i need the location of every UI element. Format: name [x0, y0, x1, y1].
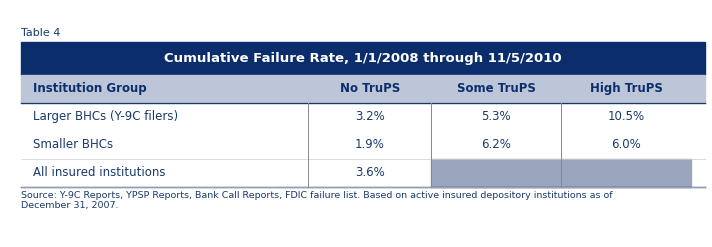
- Text: 5.3%: 5.3%: [481, 110, 511, 123]
- Text: Table 4: Table 4: [21, 28, 61, 38]
- Text: 3.6%: 3.6%: [355, 166, 384, 179]
- Text: No TruPS: No TruPS: [340, 82, 400, 95]
- Text: Institution Group: Institution Group: [33, 82, 147, 95]
- Text: High TruPS: High TruPS: [590, 82, 663, 95]
- Text: Some TruPS: Some TruPS: [457, 82, 536, 95]
- Text: 3.2%: 3.2%: [355, 110, 384, 123]
- Text: Source: Y-9C Reports, YPSP Reports, Bank Call Reports, FDIC failure list. Based : Source: Y-9C Reports, YPSP Reports, Bank…: [21, 190, 613, 210]
- Text: 6.2%: 6.2%: [481, 138, 511, 151]
- Text: 10.5%: 10.5%: [608, 110, 645, 123]
- Text: Larger BHCs (Y-9C filers): Larger BHCs (Y-9C filers): [33, 110, 178, 123]
- Text: All insured institutions: All insured institutions: [33, 166, 165, 179]
- Text: 6.0%: 6.0%: [612, 138, 641, 151]
- Text: Smaller BHCs: Smaller BHCs: [33, 138, 113, 151]
- Text: 1.9%: 1.9%: [355, 138, 385, 151]
- Text: Cumulative Failure Rate, 1/1/2008 through 11/5/2010: Cumulative Failure Rate, 1/1/2008 throug…: [164, 52, 562, 65]
